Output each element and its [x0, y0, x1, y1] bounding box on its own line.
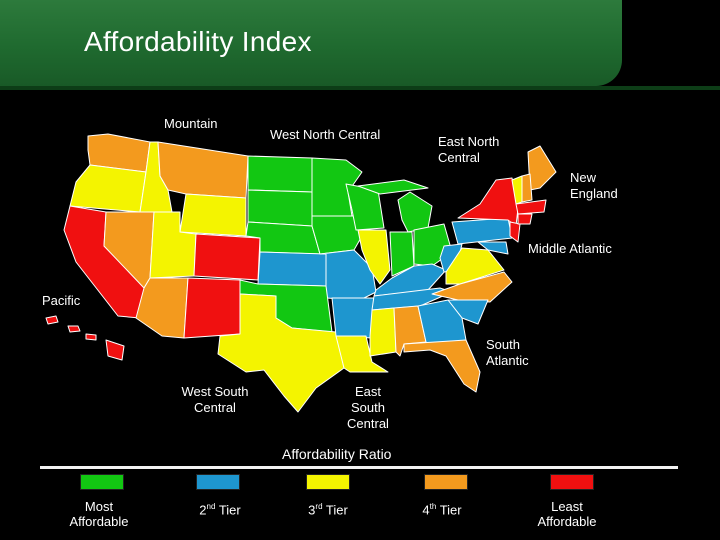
state-texas — [217, 293, 345, 413]
state-connecticut — [517, 213, 533, 225]
region-label-west-south-central: West South Central — [181, 384, 249, 415]
legend-swatch-4th-tier — [424, 474, 468, 490]
state-arkansas — [331, 297, 375, 339]
state-missouri — [319, 249, 377, 301]
legend-label-4th-tier: 4th Tier — [422, 502, 462, 518]
state-illinois — [357, 229, 391, 285]
region-label-new-england: New England — [570, 170, 618, 201]
region-label-east-south-central: East South Central — [347, 384, 389, 431]
legend-label-3rd-tier: 3rd Tier — [308, 502, 348, 518]
state-hawaii-1 — [45, 315, 59, 325]
region-label-south-atlantic: South Atlantic — [486, 337, 529, 368]
state-michigan-upper — [357, 179, 429, 195]
state-montana — [157, 141, 249, 199]
page-title: Affordability Index — [84, 26, 312, 57]
state-maryland — [477, 241, 509, 255]
state-louisiana — [335, 335, 389, 373]
state-hawaii-2 — [67, 325, 81, 333]
state-florida — [403, 339, 481, 393]
legend-label-most-affordable: Most Affordable — [69, 499, 129, 529]
state-maine — [527, 145, 557, 191]
region-label-west-north-central: West North Central — [270, 127, 381, 142]
legend-swatch-most-affordable — [80, 474, 124, 490]
legend-title: Affordability Ratio — [282, 446, 392, 462]
legend-label-least-affordable: Least Affordable — [537, 499, 597, 529]
state-pennsylvania — [451, 217, 513, 245]
state-south-dakota — [247, 189, 313, 227]
legend-label-2nd-tier: 2nd Tier — [199, 502, 241, 518]
state-michigan-lower — [397, 191, 433, 233]
title-bar-edge — [0, 86, 720, 90]
state-new-jersey — [509, 221, 521, 243]
state-kansas — [257, 251, 327, 287]
region-label-mountain: Mountain — [164, 116, 218, 131]
state-mississippi — [369, 307, 397, 357]
region-label-east-north-central: East North Central — [438, 134, 500, 165]
region-label-middle-atlantic: Middle Atlantic — [528, 241, 612, 256]
title-bar — [0, 0, 622, 86]
state-virginia — [445, 247, 505, 285]
state-colorado — [193, 233, 261, 281]
state-oregon — [69, 164, 147, 213]
legend-swatch-3rd-tier — [306, 474, 350, 490]
state-new-york — [457, 177, 519, 227]
legend-divider — [40, 466, 678, 469]
legend-swatch-2nd-tier — [196, 474, 240, 490]
state-hawaii-3 — [85, 333, 97, 341]
state-new-mexico — [183, 277, 241, 339]
state-new-hampshire — [521, 173, 533, 203]
region-label-pacific: Pacific — [42, 293, 81, 308]
state-hawaii-4 — [105, 339, 125, 361]
state-wyoming — [179, 193, 247, 237]
state-north-dakota — [247, 155, 313, 193]
state-massachusetts — [515, 199, 547, 215]
legend-swatch-least-affordable — [550, 474, 594, 490]
